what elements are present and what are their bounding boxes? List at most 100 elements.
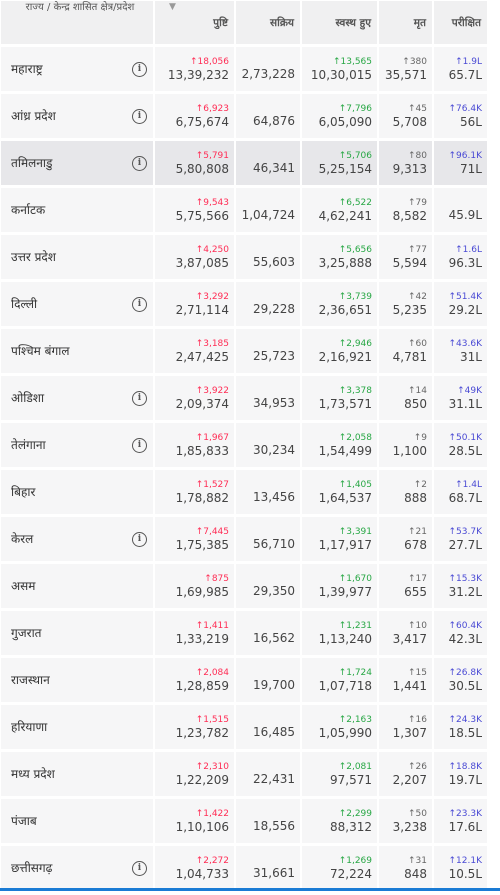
table-row[interactable]: तमिलनाडु i ↑5,791 5,80,808 46,341 ↑5,706 5,25,… [0, 140, 500, 187]
state-cell[interactable]: राजस्थान [1, 658, 153, 702]
header-tested[interactable]: परीक्षित [434, 1, 487, 44]
table-row[interactable]: गुजरात ↑1,411 1,33,219 16,562 ↑1,231 1,13,240… [0, 610, 500, 657]
info-icon[interactable]: i [132, 531, 147, 547]
header-active[interactable]: सक्रिय [236, 1, 300, 44]
table-row[interactable]: उत्तर प्रदेश ↑4,250 3,87,085 55,603 ↑5,656 3,… [0, 234, 500, 281]
tested-cell: ↑50.1K 28.5L [434, 423, 487, 467]
header-recovered[interactable]: स्वस्थ हुए [302, 1, 377, 44]
recovered-cell: ↑2,946 2,16,921 [302, 329, 377, 373]
sort-icon[interactable]: ▼ [169, 2, 176, 12]
arrow-up-icon: ↑ [195, 479, 204, 490]
info-icon[interactable]: i [132, 108, 147, 124]
state-cell[interactable]: मध्य प्रदेश [1, 752, 153, 796]
info-icon[interactable]: i [132, 390, 147, 406]
state-cell[interactable]: केरल i [1, 517, 153, 561]
deceased-value: 5,235 [392, 302, 427, 317]
arrow-up-icon: ↑ [408, 244, 416, 255]
state-cell[interactable]: पंजाब [1, 799, 153, 843]
state-cell[interactable]: दिल्ली i [1, 282, 153, 326]
table-row[interactable]: महाराष्ट्र i ↑18,056 13,39,232 2,73,228 ↑13,5… [0, 46, 500, 93]
tested-delta-value: 53.7K [456, 526, 482, 537]
deceased-delta: ↑79 [408, 198, 427, 209]
active-value: 16,562 [253, 631, 295, 645]
deceased-cell: ↑50 3,238 [379, 799, 432, 843]
recovered-delta-value: 1,231 [346, 620, 372, 631]
table-row[interactable]: असम ↑875 1,69,985 29,350 ↑1,670 1,39,977 ↑17 65… [0, 563, 500, 610]
arrow-up-icon: ↑ [408, 338, 416, 349]
tested-delta: ↑53.7K [449, 527, 483, 538]
state-cell[interactable]: पश्चिम बंगाल [1, 329, 153, 373]
table-row[interactable]: छत्तीसगढ़ i ↑2,272 1,04,733 31,661 ↑1,269 72,2… [0, 845, 500, 892]
recovered-delta-value: 13,565 [340, 56, 373, 67]
deceased-cell: ↑10 3,417 [379, 611, 432, 655]
state-cell[interactable]: तमिलनाडु i [1, 141, 153, 185]
header-state[interactable]: राज्य / केन्द्र शासित क्षेत्र/प्रदेश [1, 1, 153, 44]
state-cell[interactable]: ओडिशा i [1, 376, 153, 420]
arrow-up-icon: ↑ [448, 714, 457, 725]
confirmed-delta-value: 7,445 [203, 526, 229, 537]
arrow-up-icon: ↑ [195, 855, 204, 866]
state-name: हरियाणा [11, 720, 48, 734]
tested-value: 31.2L [448, 584, 482, 599]
tested-delta: ↑51.4K [449, 292, 483, 303]
deceased-delta: ↑10 [408, 621, 427, 632]
state-name: महाराष्ट्र [11, 62, 43, 76]
deceased-delta-value: 2 [421, 479, 427, 490]
deceased-value: 2,207 [392, 772, 427, 787]
tested-cell: ↑15.3K 31.2L [434, 564, 487, 608]
state-cell[interactable]: गुजरात [1, 611, 153, 655]
tested-value: 31L [460, 349, 482, 364]
state-cell[interactable]: उत्तर प्रदेश [1, 235, 153, 279]
tested-delta-value: 15.3K [456, 573, 482, 584]
table-row[interactable]: आंध्र प्रदेश i ↑6,923 6,75,674 64,876 ↑7,796 6… [0, 93, 500, 140]
info-icon[interactable]: i [132, 860, 147, 876]
table-row[interactable]: हरियाणा ↑1,515 1,23,782 16,485 ↑2,163 1,05,99… [0, 704, 500, 751]
confirmed-delta: ↑5,791 [196, 151, 229, 162]
arrow-up-icon: ↑ [338, 385, 347, 396]
state-cell[interactable]: छत्तीसगढ़ i [1, 846, 153, 890]
table-row[interactable]: दिल्ली i ↑3,292 2,71,114 29,228 ↑3,739 2,36,65… [0, 281, 500, 328]
table-row[interactable]: ओडिशा i ↑3,922 2,09,374 34,953 ↑3,378 1,73,571… [0, 375, 500, 422]
table-row[interactable]: कर्नाटक ↑9,543 5,75,566 1,04,724 ↑6,522 4,62,… [0, 187, 500, 234]
table-row[interactable]: पश्चिम बंगाल ↑3,185 2,47,425 25,723 ↑2,946 2,… [0, 328, 500, 375]
confirmed-value: 1,75,385 [175, 537, 229, 552]
table-row[interactable]: मध्य प्रदेश ↑2,310 1,22,209 22,431 ↑2,081 97,… [0, 751, 500, 798]
table-row[interactable]: राजस्थान ↑2,084 1,28,859 19,700 ↑1,724 1,07,7… [0, 657, 500, 704]
state-cell[interactable]: हरियाणा [1, 705, 153, 749]
state-name: राजस्थान [11, 673, 50, 687]
state-cell[interactable]: असम [1, 564, 153, 608]
state-name: केरल [11, 532, 34, 546]
header-confirmed[interactable]: पुष्टि [155, 1, 234, 44]
deceased-value: 3,417 [392, 631, 427, 646]
deceased-value: 8,582 [392, 208, 427, 223]
tested-delta-value: 49K [464, 385, 482, 396]
table-row[interactable]: पंजाब ↑1,422 1,10,106 18,556 ↑2,299 88,312 ↑50… [0, 798, 500, 845]
table-row[interactable]: तेलंगाना i ↑1,967 1,85,833 30,234 ↑2,058 1,54,… [0, 422, 500, 469]
info-icon[interactable]: i [132, 61, 147, 77]
state-cell[interactable]: बिहार [1, 470, 153, 514]
state-name: ओडिशा [11, 391, 45, 405]
recovered-delta-value: 5,706 [346, 150, 372, 161]
arrow-up-icon: ↑ [195, 761, 204, 772]
header-deceased[interactable]: मृत [379, 1, 432, 44]
confirmed-value: 1,23,782 [175, 725, 229, 740]
recovered-value: 2,36,651 [318, 302, 372, 317]
state-cell[interactable]: तेलंगाना i [1, 423, 153, 467]
deceased-delta: ↑26 [408, 762, 427, 773]
confirmed-delta: ↑875 [204, 574, 229, 585]
arrow-up-icon: ↑ [448, 855, 457, 866]
deceased-delta: ↑21 [408, 527, 427, 538]
deceased-cell: ↑45 5,708 [379, 94, 432, 138]
info-icon[interactable]: i [132, 437, 147, 453]
state-cell[interactable]: कर्नाटक [1, 188, 153, 232]
info-icon[interactable]: i [132, 296, 147, 312]
table-row[interactable]: केरल i ↑7,445 1,75,385 56,710 ↑3,391 1,17,917 ↑… [0, 516, 500, 563]
deceased-cell: ↑15 1,441 [379, 658, 432, 702]
tested-cell: ↑60.4K 42.3L [434, 611, 487, 655]
confirmed-delta: ↑18,056 [190, 57, 229, 68]
state-cell[interactable]: महाराष्ट्र i [1, 47, 153, 91]
table-row[interactable]: बिहार ↑1,527 1,78,882 13,456 ↑1,405 1,64,537 ↑… [0, 469, 500, 516]
state-cell[interactable]: आंध्र प्रदेश i [1, 94, 153, 138]
info-icon[interactable]: i [132, 155, 147, 171]
confirmed-delta-value: 4,250 [203, 244, 229, 255]
